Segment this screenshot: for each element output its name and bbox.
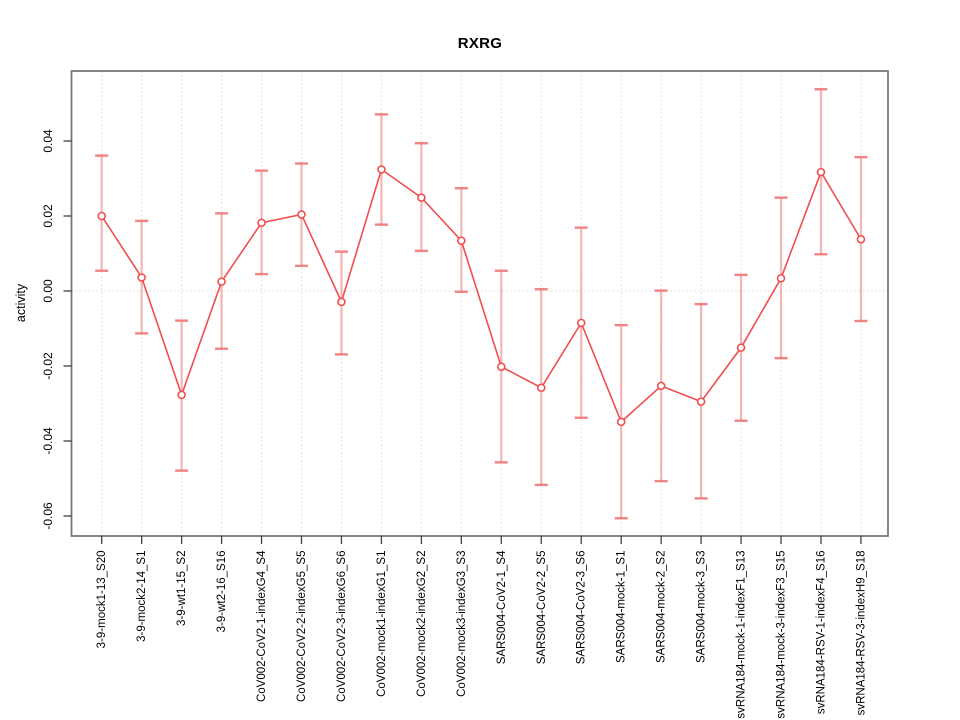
- data-point: [496, 362, 506, 372]
- series-line: [101, 168, 862, 424]
- data-point: [776, 273, 786, 283]
- x-tick-label: SARS004-CoV2-3_S6: [576, 551, 588, 665]
- data-point: [417, 193, 426, 202]
- data-point: [257, 218, 266, 228]
- x-tick-label: 3-9-mock1-13_S20: [96, 551, 108, 649]
- x-tick-label: 3-9-wt2-16_S16: [216, 551, 228, 633]
- data-point: [696, 397, 706, 406]
- x-tick-label: CoV002-mock1-indexG1_S1: [376, 551, 388, 697]
- x-tick-label: CoV002-CoV2-3-indexG6_S6: [336, 551, 348, 703]
- x-tick-label: CoV002-CoV2-2-indexG5_S5: [296, 551, 308, 703]
- data-point: [377, 165, 386, 174]
- data-point: [736, 343, 746, 352]
- x-tick-label: CoV002-CoV2-1-indexG4_S4: [256, 550, 268, 702]
- chart-title: RXRG: [457, 35, 503, 52]
- data-point: [656, 381, 666, 391]
- y-tick-label: -0.04: [41, 427, 55, 455]
- x-tick-label: 3-9-mock2-14_S1: [136, 551, 148, 642]
- data-point: [177, 390, 186, 400]
- y-tick-label: -0.06: [41, 502, 55, 530]
- data-point: [457, 236, 466, 246]
- data-point: [297, 210, 306, 219]
- data-point: [337, 297, 346, 307]
- x-tick-label: SARS004-CoV2-1_S4: [496, 550, 508, 664]
- data-point: [536, 383, 546, 393]
- x-tick-label: SARS004-mock-3_S3: [696, 551, 708, 664]
- x-tick-label: SARS004-mock-2_S2: [656, 551, 668, 664]
- x-tick-label: svRNA184-RSV-3-indexH9_S18: [855, 551, 867, 716]
- y-tick-label: -0.02: [41, 352, 55, 380]
- y-tick-label: 0.04: [41, 129, 55, 153]
- data-point: [616, 417, 626, 427]
- x-tick-label: svRNA184-mock-3-indexF3_S15: [776, 551, 788, 719]
- data-point: [137, 273, 146, 282]
- data-point: [217, 277, 226, 286]
- plot-box: [70, 70, 889, 537]
- x-tick-label: CoV002-mock3-indexG3_S3: [456, 551, 468, 697]
- x-tick-label: svRNA184-RSV-1-indexF4_S16: [815, 551, 827, 715]
- x-tick-label: CoV002-mock2-indexG2_S2: [416, 551, 428, 697]
- x-tick-label: SARS004-mock-1_S1: [616, 551, 628, 664]
- data-point: [856, 234, 866, 244]
- x-tick-label: SARS004-CoV2-2_S5: [536, 551, 548, 665]
- data-point: [816, 167, 826, 177]
- data-point: [97, 211, 106, 221]
- x-tick-label: 3-9-wt1-15_S2: [176, 551, 188, 626]
- data-point: [576, 318, 586, 328]
- y-tick-label: 0.02: [41, 204, 55, 228]
- x-tick-label: svRNA184-mock-1-indexF1_S13: [736, 551, 748, 719]
- y-tick-label: 0.00: [41, 279, 55, 303]
